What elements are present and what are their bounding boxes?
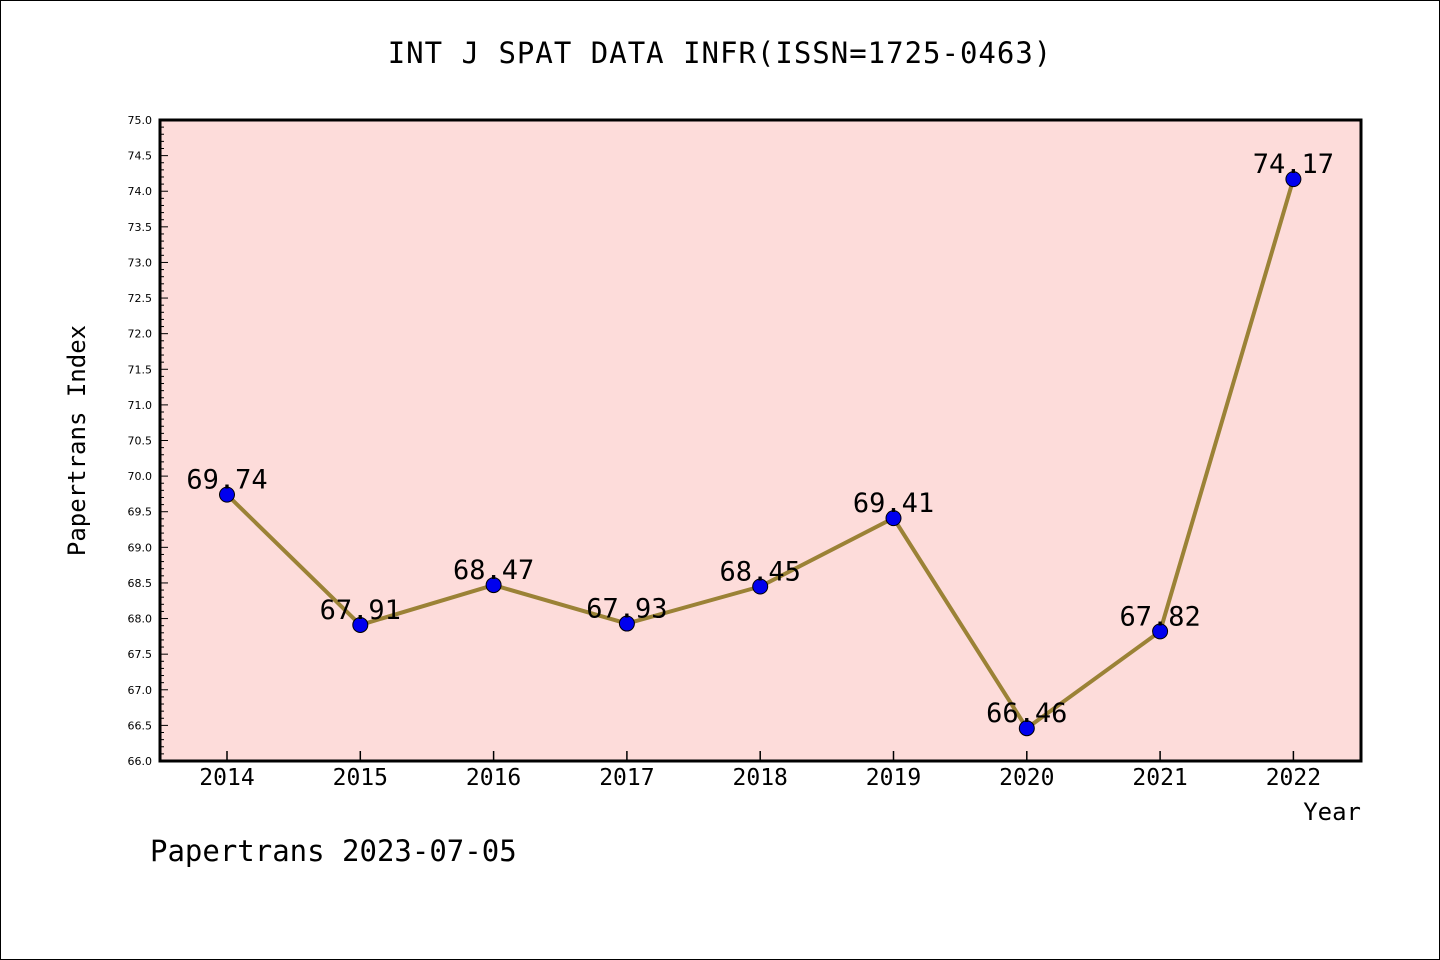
y-axis-ticks: 66.0 66.5 67.0 67.5 68.0 68.5 69.0 69.5 70.0 70.5… [128,114,168,768]
data-label: 68.45 [720,557,801,588]
y-tick-label: 71.0 [128,399,153,412]
x-tick-label: 2021 [1132,765,1187,791]
x-tick-label: 2018 [733,765,788,791]
y-tick-label: 69.5 [128,506,153,519]
y-tick-label: 75.0 [128,114,153,127]
x-tick-label: 2016 [466,765,521,791]
data-label: 69.41 [853,488,934,519]
y-tick-label: 70.0 [128,470,153,483]
x-tick-label: 2019 [866,765,921,791]
y-tick-label: 70.5 [128,435,153,448]
x-tick-label: 2017 [599,765,654,791]
series-markers [219,171,1302,737]
data-point [752,578,769,595]
x-axis-ticks: 2014 2015 2016 2017 2018 2019 2020 2021 2022 [199,751,1321,791]
footer-note: Papertrans 2023-07-05 [150,834,517,868]
data-label: 74.17 [1253,149,1334,180]
chart-title: INT J SPAT DATA INFR(ISSN=1725-0463) [387,36,1053,70]
plot-border [158,118,1363,763]
data-label: 67.82 [1119,601,1200,632]
y-tick-label: 67.0 [128,684,153,697]
data-label: 69.74 [186,465,267,496]
x-tick-label: 2015 [333,765,388,791]
data-label: 67.91 [320,595,401,626]
y-tick-label: 73.0 [128,256,153,269]
data-point [485,577,502,594]
y-tick-label: 72.5 [128,292,153,305]
y-tick-label: 68.5 [128,577,153,590]
x-tick-label: 2022 [1266,765,1321,791]
x-tick-label: 2020 [999,765,1054,791]
y-tick-label: 74.0 [128,185,153,198]
data-point [618,615,635,632]
data-label: 66.46 [986,698,1067,729]
y-tick-label: 71.5 [128,363,153,376]
data-point [1018,720,1035,737]
y-tick-label: 72.0 [128,328,153,341]
data-label: 67.93 [586,594,667,625]
x-tick-label: 2014 [199,765,254,791]
plot-area [160,120,1361,761]
x-axis-label: Year [1303,798,1361,826]
data-label: 68.47 [453,555,534,586]
y-tick-label: 69.0 [128,541,153,554]
y-axis-label: Papertrans Index [63,325,91,556]
data-labels: 69.74 67.91 68.47 67.93 68.45 69.41 66.46 67.82… [186,149,1334,729]
y-tick-label: 74.5 [128,150,153,163]
y-tick-label: 66.5 [128,719,153,732]
data-point [1152,623,1169,640]
data-point [885,510,902,527]
y-tick-label: 66.0 [128,755,153,768]
y-tick-label: 67.5 [128,648,153,661]
data-point [352,616,369,633]
data-point [219,486,235,503]
y-tick-label: 73.5 [128,221,153,234]
data-point [1285,171,1302,188]
y-tick-label: 68.0 [128,613,153,626]
